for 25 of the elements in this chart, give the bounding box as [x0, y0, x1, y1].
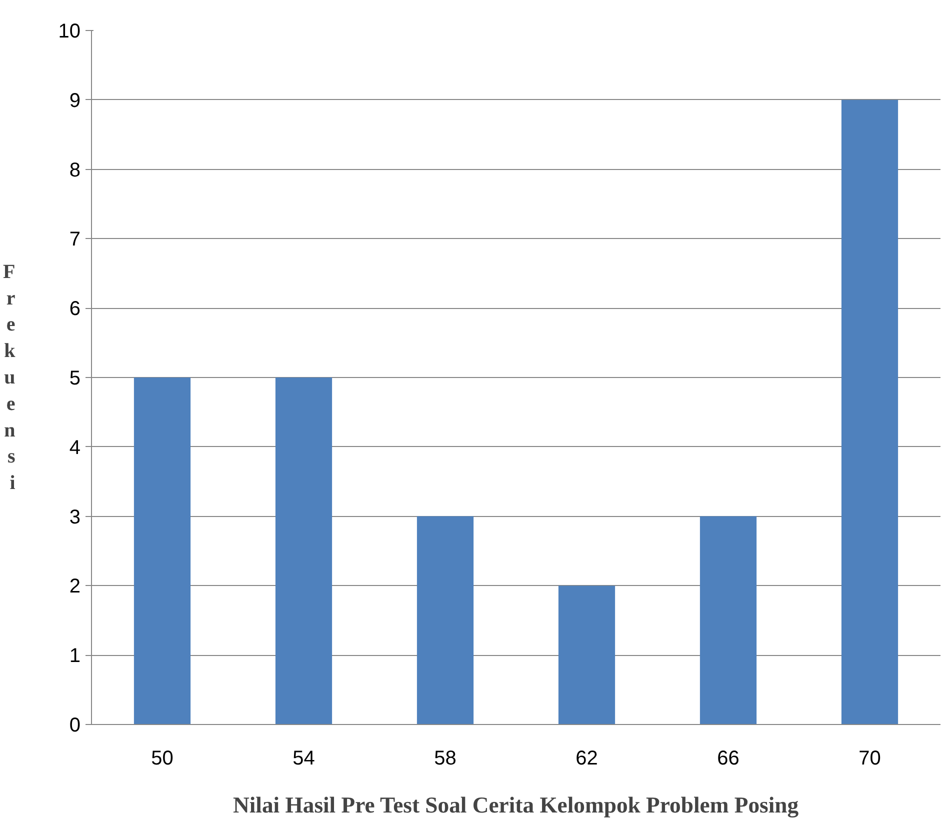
x-tick-label: 50	[151, 748, 174, 770]
x-tick-label: 66	[717, 748, 740, 770]
y-tick-label: 3	[69, 506, 80, 528]
bar	[841, 100, 898, 724]
bar	[416, 516, 474, 724]
y-tick-label: 0	[69, 714, 80, 736]
x-tick-label: 70	[858, 748, 881, 770]
bar	[134, 378, 191, 724]
y-tick-label: 10	[58, 20, 81, 42]
x-tick-label: 58	[434, 748, 456, 770]
y-tick-label: 6	[69, 298, 80, 320]
y-tick-label: 2	[69, 576, 80, 598]
x-tick-label: 54	[292, 748, 315, 770]
y-tick-label: 7	[69, 228, 80, 251]
y-tick-label: 8	[69, 159, 80, 182]
y-tick-label: 4	[69, 436, 80, 459]
y-tick-label: 5	[69, 368, 80, 390]
bar	[558, 586, 616, 724]
x-axis-title: Nilai Hasil Pre Test Soal Cerita Kelompok Problem Posing	[233, 792, 800, 818]
x-tick-label: 62	[576, 748, 598, 770]
bar	[700, 516, 757, 724]
text: Frekuensi	[3, 260, 16, 494]
y-tick-label: 1	[69, 645, 80, 668]
y-tick-label: 9	[69, 90, 80, 112]
bar	[275, 378, 332, 724]
